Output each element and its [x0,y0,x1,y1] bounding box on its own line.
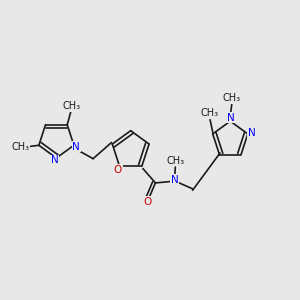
Text: CH₃: CH₃ [63,101,81,111]
Text: O: O [143,197,152,207]
Text: N: N [51,155,59,165]
Text: CH₃: CH₃ [200,108,218,118]
Text: N: N [248,128,256,138]
Text: N: N [72,142,80,152]
Text: CH₃: CH₃ [223,93,241,103]
Text: N: N [171,175,178,185]
Text: CH₃: CH₃ [11,142,29,152]
Text: CH₃: CH₃ [166,156,184,166]
Text: O: O [114,165,122,175]
Text: N: N [227,112,235,123]
